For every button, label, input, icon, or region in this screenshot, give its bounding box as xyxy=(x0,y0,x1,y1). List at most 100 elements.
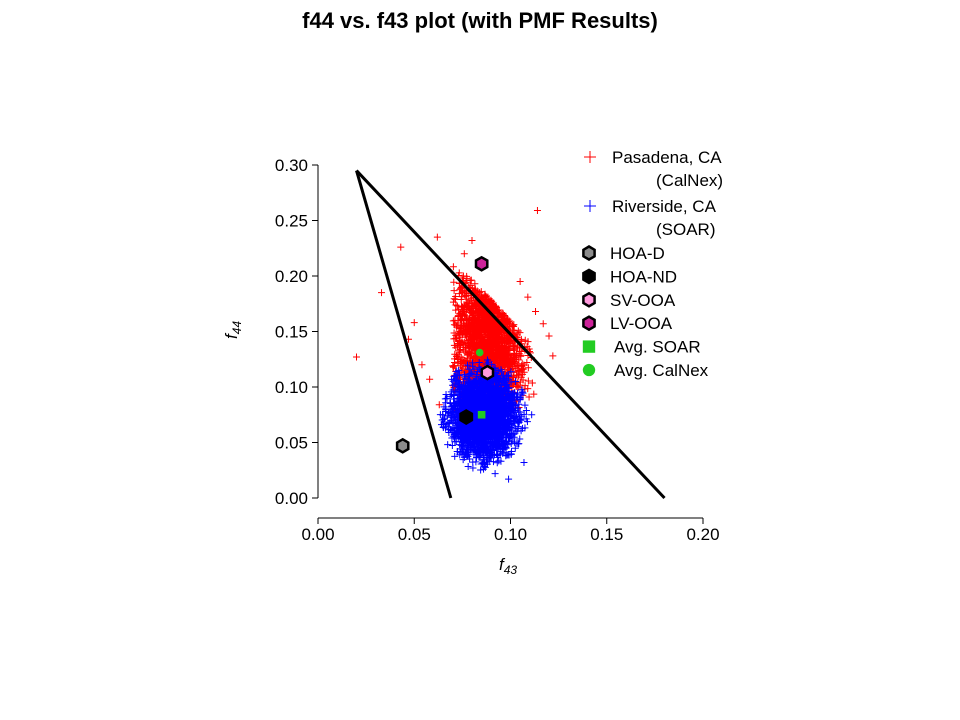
data-point xyxy=(498,310,506,318)
data-point xyxy=(484,434,492,442)
x-tick-label: 0.00 xyxy=(301,525,334,544)
data-point xyxy=(516,278,524,286)
data-point xyxy=(435,401,443,409)
data-point xyxy=(353,353,360,361)
data-point xyxy=(479,459,487,467)
data-point xyxy=(460,371,468,379)
data-point xyxy=(466,329,474,337)
factor-marker-avg-soar xyxy=(477,410,486,419)
data-point xyxy=(469,318,477,326)
data-point xyxy=(495,415,503,423)
data-point xyxy=(457,382,465,390)
data-point xyxy=(515,367,523,375)
data-point xyxy=(473,371,481,379)
data-point xyxy=(503,316,511,324)
data-point xyxy=(498,361,506,369)
data-point xyxy=(494,373,502,381)
data-point xyxy=(477,437,485,445)
data-point xyxy=(495,431,503,439)
data-point xyxy=(487,402,495,410)
data-point xyxy=(490,429,498,437)
data-point xyxy=(510,322,518,330)
data-point xyxy=(449,418,457,426)
data-point xyxy=(466,354,474,362)
data-point xyxy=(505,359,513,367)
data-point xyxy=(506,358,514,366)
data-point xyxy=(530,390,538,398)
data-point xyxy=(490,332,498,340)
data-point xyxy=(505,420,513,428)
data-point xyxy=(520,368,528,376)
data-point xyxy=(464,336,472,344)
legend: Pasadena, CA(CalNex)Riverside, CA(SOAR)H… xyxy=(582,148,723,380)
data-point xyxy=(456,338,464,346)
data-point xyxy=(467,281,475,289)
data-point xyxy=(469,458,477,466)
data-point xyxy=(456,402,464,410)
data-point xyxy=(456,441,464,449)
data-point xyxy=(485,393,493,401)
data-point xyxy=(457,302,465,310)
data-point xyxy=(501,344,509,352)
y-tick-label: 0.20 xyxy=(275,267,308,286)
data-point xyxy=(418,361,426,369)
data-point xyxy=(471,389,479,397)
data-point xyxy=(455,305,463,313)
data-point xyxy=(477,466,485,474)
data-point xyxy=(511,414,519,422)
data-point xyxy=(512,424,520,432)
data-point xyxy=(468,359,476,367)
data-point xyxy=(460,250,468,258)
data-point xyxy=(479,427,487,435)
data-point xyxy=(492,345,500,353)
data-point xyxy=(472,423,480,431)
data-point xyxy=(475,359,483,367)
legend-label-line2: (CalNex) xyxy=(656,171,723,190)
data-point xyxy=(451,429,459,437)
data-point xyxy=(479,355,487,363)
triangle-line-1 xyxy=(355,170,453,499)
data-point xyxy=(463,298,471,306)
data-point xyxy=(516,393,524,401)
data-point xyxy=(458,274,466,282)
data-point xyxy=(477,460,485,468)
data-point xyxy=(455,427,463,435)
data-point xyxy=(490,385,498,393)
data-point xyxy=(513,379,521,387)
data-point xyxy=(468,325,476,333)
data-point xyxy=(468,236,476,244)
data-point xyxy=(491,357,499,365)
x-axis-label: f43 xyxy=(499,555,517,577)
data-point xyxy=(515,356,523,364)
data-point xyxy=(442,399,450,407)
data-point xyxy=(525,345,533,353)
data-point xyxy=(490,446,498,454)
data-point xyxy=(517,348,525,356)
data-point xyxy=(471,280,479,288)
data-point xyxy=(448,434,456,442)
y-axis-label: f44 xyxy=(222,321,244,339)
data-point xyxy=(499,309,507,317)
legend-label: Avg. CalNex xyxy=(614,361,709,380)
data-point xyxy=(437,421,445,429)
data-point xyxy=(485,409,493,417)
data-point xyxy=(524,293,532,301)
data-point xyxy=(451,452,459,460)
data-point xyxy=(493,377,501,385)
data-point xyxy=(454,423,462,431)
data-point xyxy=(454,356,462,364)
data-point xyxy=(511,444,519,452)
data-point xyxy=(445,429,453,437)
data-point xyxy=(488,331,496,339)
data-point xyxy=(461,331,469,339)
triangle-lines xyxy=(355,169,666,500)
y-tick-label: 0.10 xyxy=(275,378,308,397)
data-point xyxy=(475,316,483,324)
pmf-factor-markers xyxy=(395,255,495,454)
data-point xyxy=(453,397,461,405)
data-point xyxy=(449,377,457,385)
data-point xyxy=(454,321,462,329)
data-point xyxy=(495,440,503,448)
data-point xyxy=(491,323,499,331)
data-point xyxy=(455,406,463,414)
